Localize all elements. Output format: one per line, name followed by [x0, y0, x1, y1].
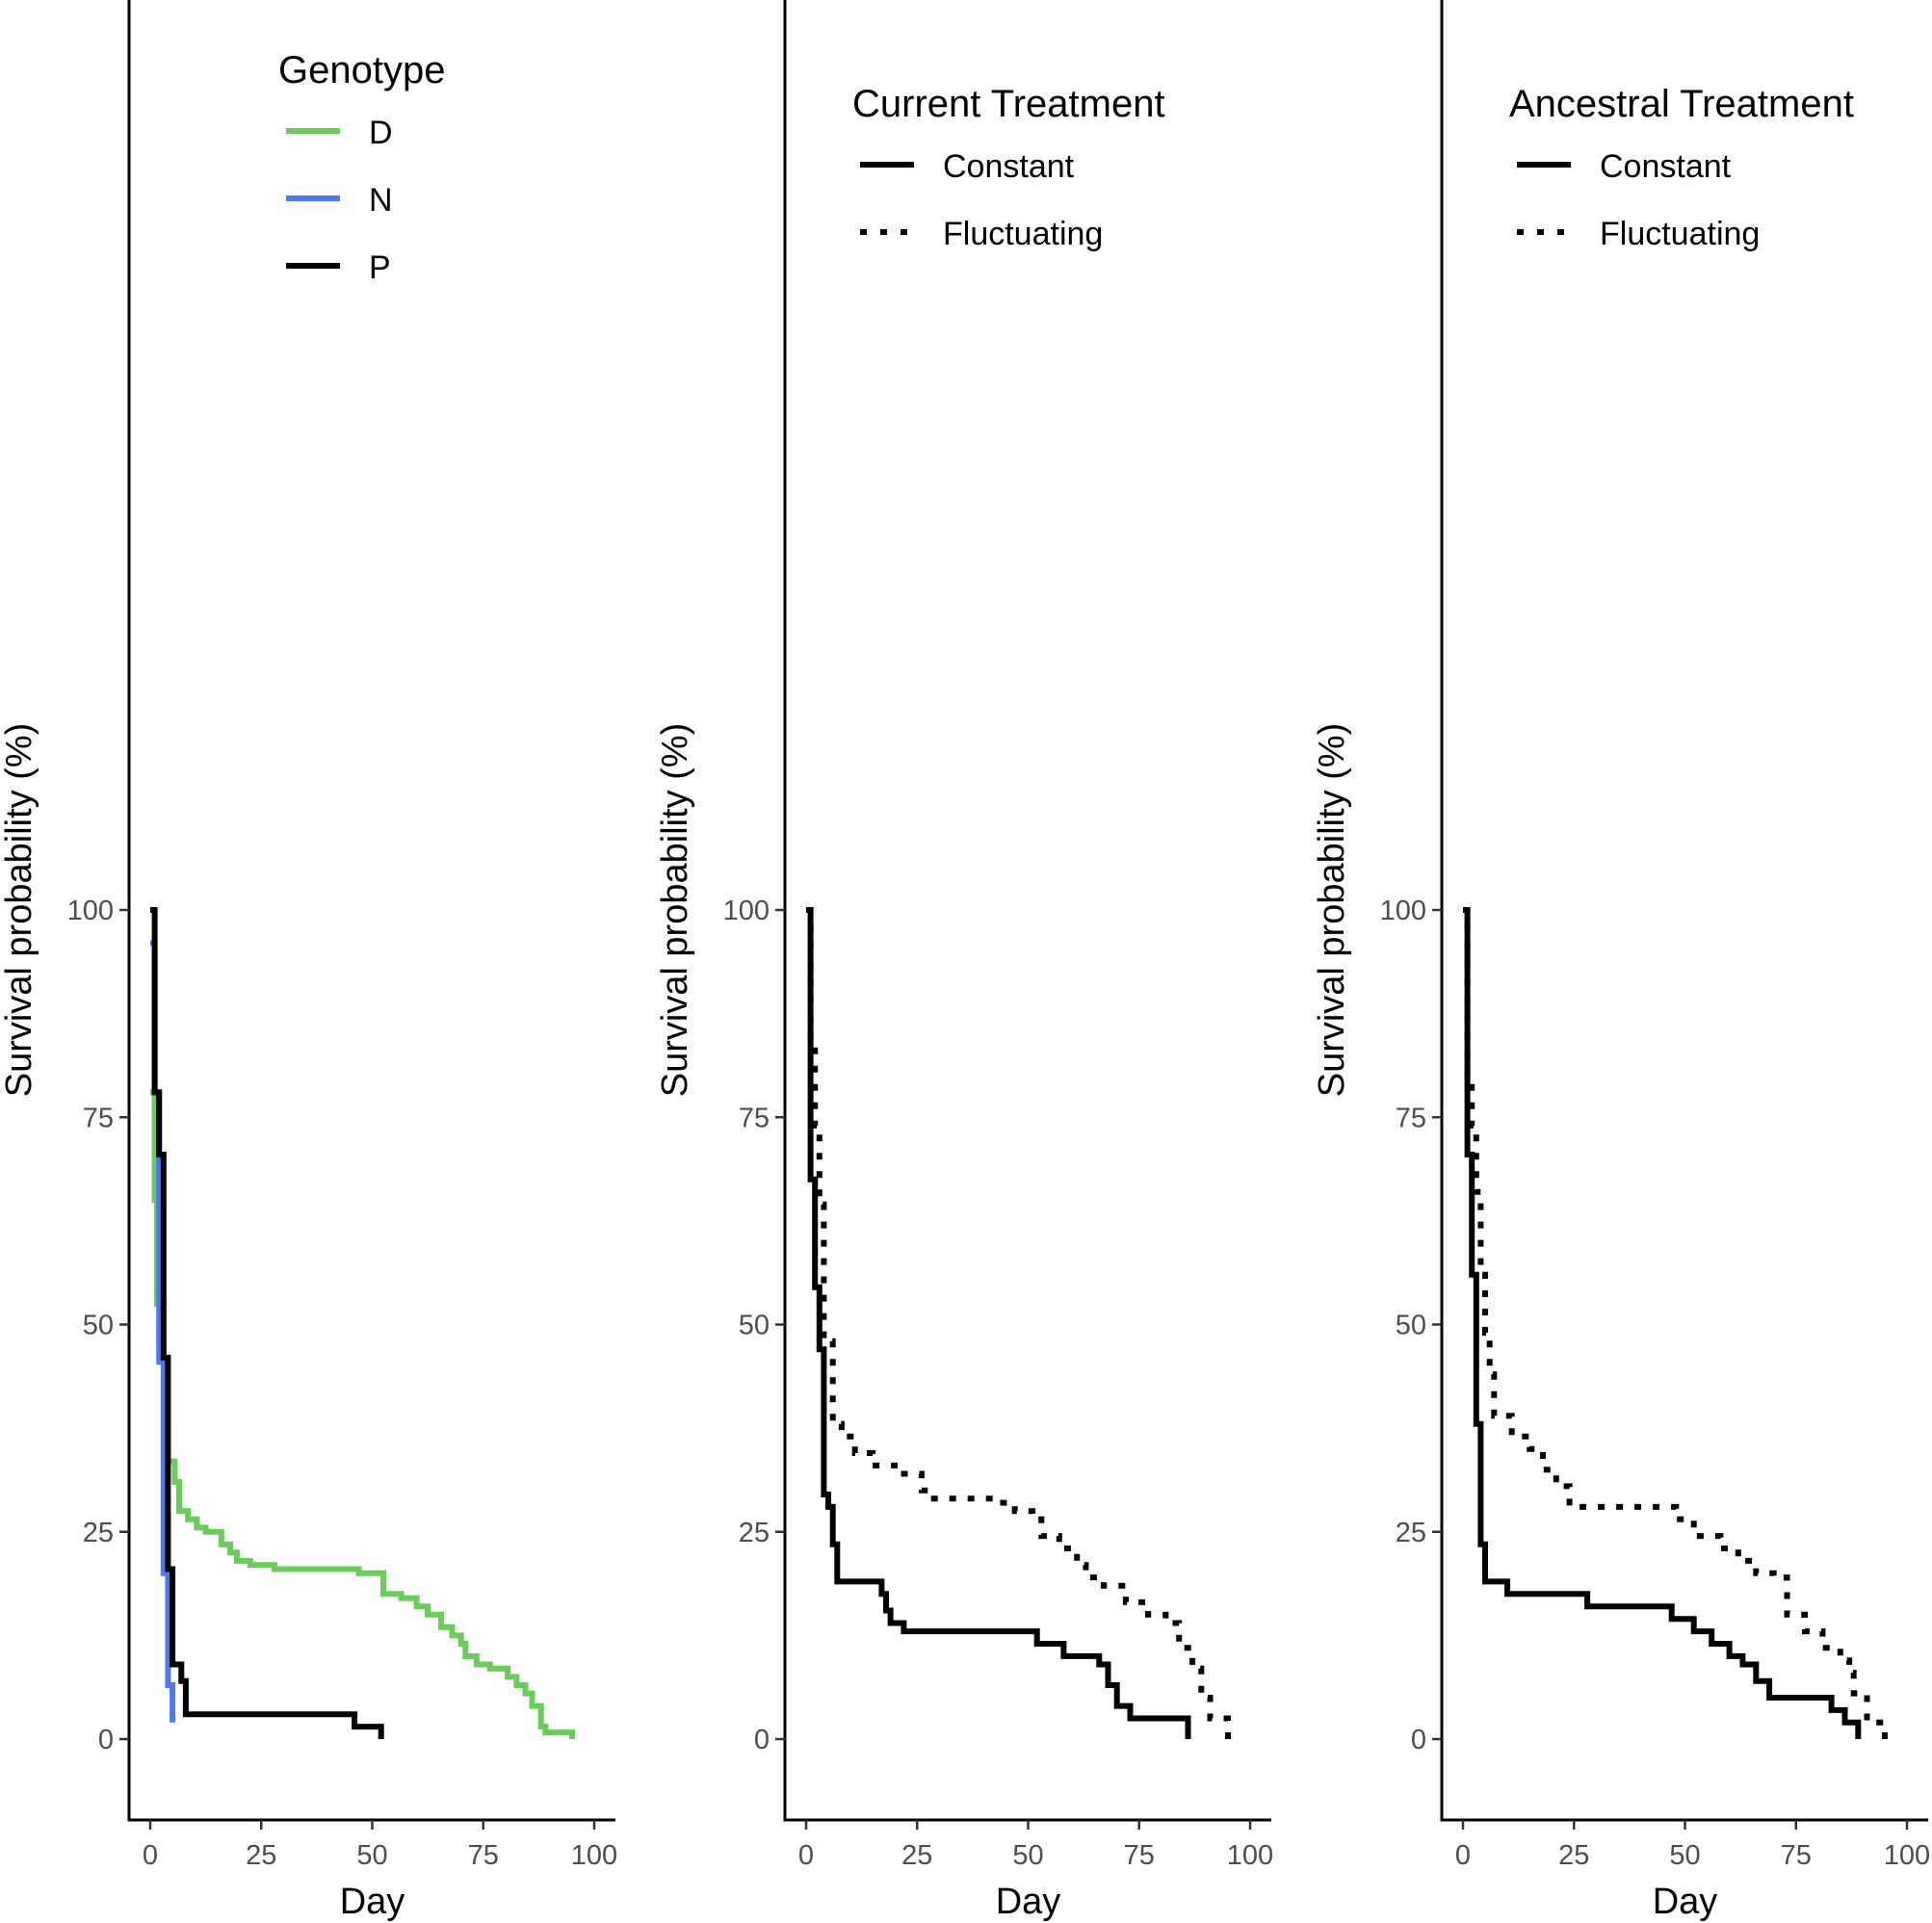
x-tick-label: 25: [246, 1840, 276, 1871]
panel-current-treatment: 0 25 50 75 100 0 25 50 75 100 Day Survival probabil…: [655, 0, 1273, 1922]
panel-ancestral-treatment: 0 25 50 75 100 0 25 50 75 100 Day Survival probabil…: [1312, 0, 1930, 1922]
y-tick-label: 50: [1396, 1311, 1426, 1341]
series-line-fluctuating: [806, 907, 1231, 1739]
legend-label-fluctuating: Fluctuating: [1600, 216, 1760, 252]
legend-title: Ancestral Treatment: [1509, 83, 1854, 125]
y-axis-title: Survival probability (%): [0, 723, 39, 1098]
x-tick-label: 0: [1455, 1840, 1471, 1871]
legend-label-d: D: [369, 115, 393, 151]
y-axis-title: Survival probability (%): [655, 723, 695, 1098]
x-tick-label: 50: [1669, 1840, 1700, 1871]
x-axis-title: Day: [340, 1882, 405, 1922]
legend-title: Current Treatment: [852, 83, 1165, 125]
y-tick-label: 100: [67, 896, 114, 926]
y-tick-label: 100: [1380, 896, 1426, 926]
x-tick-label: 50: [356, 1840, 387, 1871]
x-axis-title: Day: [996, 1882, 1061, 1922]
y-tick-label: 50: [739, 1311, 770, 1341]
x-tick-label: 75: [1124, 1840, 1155, 1871]
y-tick-label: 75: [1396, 1103, 1426, 1133]
y-tick-label: 100: [723, 896, 770, 926]
x-tick-label: 25: [901, 1840, 932, 1871]
x-tick-label: 100: [571, 1840, 617, 1871]
legend-label-p: P: [369, 249, 391, 286]
series-line-d: [150, 1089, 575, 1739]
legend: Ancestral Treatment Constant Fluctuating: [1509, 83, 1854, 252]
x-tick-label: 0: [798, 1840, 814, 1871]
y-tick-label: 25: [1396, 1518, 1426, 1548]
series-line-constant: [1463, 907, 1862, 1739]
series-line-constant: [806, 907, 1191, 1739]
legend-label-n: N: [369, 182, 393, 219]
x-tick-label: 100: [1884, 1840, 1930, 1871]
legend-label-constant: Constant: [1600, 148, 1732, 185]
series-line-fluctuating: [1463, 907, 1888, 1739]
x-tick-label: 75: [1781, 1840, 1812, 1871]
legend: Current Treatment Constant Fluctuating: [852, 83, 1165, 252]
legend-label-fluctuating: Fluctuating: [943, 216, 1103, 252]
y-tick-label: 0: [1411, 1725, 1426, 1755]
y-tick-label: 0: [754, 1725, 770, 1755]
x-tick-label: 50: [1012, 1840, 1043, 1871]
y-tick-label: 25: [83, 1518, 114, 1548]
panel-genotype: 0 25 50 75 100 0 25 50 75 100 Day Survival probabil…: [0, 0, 617, 1922]
legend: Genotype DNP: [278, 49, 445, 286]
y-tick-label: 50: [83, 1311, 114, 1341]
y-axis-title: Survival probability (%): [1312, 723, 1352, 1098]
legend-label-constant: Constant: [943, 148, 1075, 185]
x-tick-label: 25: [1558, 1840, 1589, 1871]
x-tick-label: 100: [1227, 1840, 1273, 1871]
y-tick-label: 75: [83, 1103, 114, 1133]
y-tick-label: 25: [739, 1518, 770, 1548]
legend-title: Genotype: [278, 49, 445, 91]
x-tick-label: 75: [468, 1840, 499, 1871]
y-tick-label: 75: [739, 1103, 770, 1133]
series-line-p: [150, 907, 384, 1739]
x-tick-label: 0: [143, 1840, 158, 1871]
x-axis-title: Day: [1653, 1882, 1718, 1922]
y-tick-label: 0: [98, 1725, 114, 1755]
